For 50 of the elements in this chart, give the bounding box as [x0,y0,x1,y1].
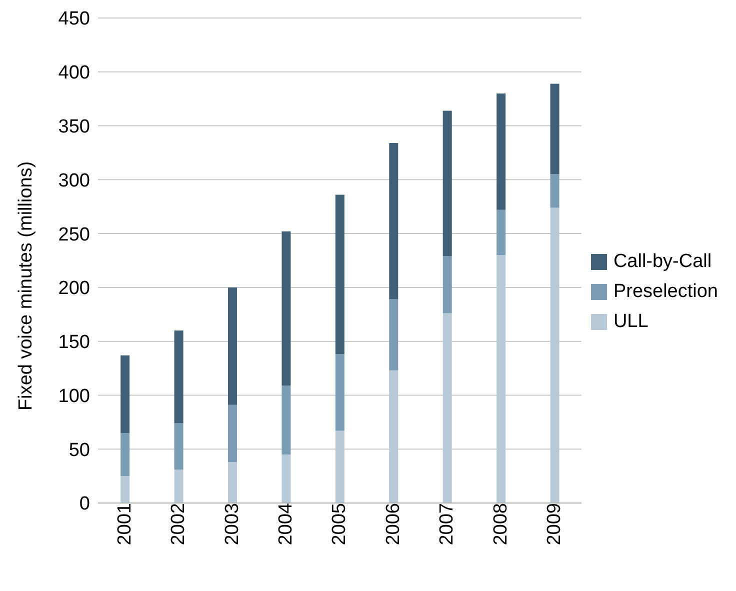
y-tick-label: 300 [58,170,90,192]
legend-label: ULL [613,310,648,332]
bar [228,287,237,405]
y-tick-label: 250 [58,224,90,246]
x-tick-label: 2005 [329,503,350,546]
bar [550,84,560,174]
y-tick-label: 450 [58,8,90,30]
bar [228,462,237,503]
bar [442,313,452,503]
y-tick-label: 150 [58,332,90,354]
bar [550,208,560,503]
bar [120,476,130,503]
y-tick-label: 0 [79,494,90,515]
x-tick-label: 2008 [490,503,512,546]
y-axis-title: Fixed voice minutes (millions) [16,161,37,410]
bar [174,423,184,470]
bar [282,386,291,454]
bar [550,174,560,208]
x-tick-label: 2006 [382,503,404,546]
bar [120,355,130,433]
bar [228,404,237,462]
y-tick-label: 100 [58,386,90,407]
legend-label: Call-by-Call [613,250,712,272]
x-tick-label: 2002 [168,503,190,546]
bar [496,93,506,210]
y-tick-label: 400 [58,62,90,84]
bar [389,143,398,300]
y-tick-label: 50 [68,440,90,461]
x-tick-label: 2009 [544,503,566,546]
x-tick-label: 2003 [222,503,243,546]
bar [282,454,291,503]
x-tick-label: 2004 [275,502,296,546]
x-tick-label: 2001 [114,503,136,546]
bar [174,330,184,424]
bar [335,430,344,503]
bar [174,470,184,503]
y-tick-label: 200 [58,278,90,300]
bar [442,256,452,314]
bar [496,210,506,256]
y-tick-label: 350 [58,116,90,138]
x-tick-label: 2007 [436,503,458,546]
bar [335,194,344,354]
bar [389,299,398,370]
bar [496,255,506,503]
bar [442,110,452,256]
bar [335,354,344,431]
bar [389,370,398,503]
bar [120,432,130,476]
bar [282,231,291,386]
legend-label: Preselection [613,280,718,302]
